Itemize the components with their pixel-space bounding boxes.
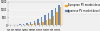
Bar <box>23 24 24 25</box>
Bar <box>35 23 36 25</box>
Bar <box>51 10 53 25</box>
Bar <box>60 7 61 25</box>
Bar <box>48 13 49 25</box>
Bar <box>46 20 47 25</box>
Legend: European PV market development (cumulated installed capacity in MWp), Japanese P: European PV market development (cumulate… <box>64 2 100 14</box>
Bar <box>39 23 40 25</box>
Bar <box>49 19 51 25</box>
Bar <box>19 24 21 25</box>
Bar <box>30 22 31 25</box>
Bar <box>28 24 29 25</box>
Bar <box>53 16 54 25</box>
Bar <box>44 15 46 25</box>
Bar <box>31 24 33 25</box>
Bar <box>41 17 42 25</box>
Bar <box>42 22 44 25</box>
Bar <box>58 5 60 25</box>
Bar <box>56 12 58 25</box>
Bar <box>34 21 35 25</box>
Bar <box>55 8 56 25</box>
Bar <box>26 23 28 25</box>
Bar <box>37 19 39 25</box>
